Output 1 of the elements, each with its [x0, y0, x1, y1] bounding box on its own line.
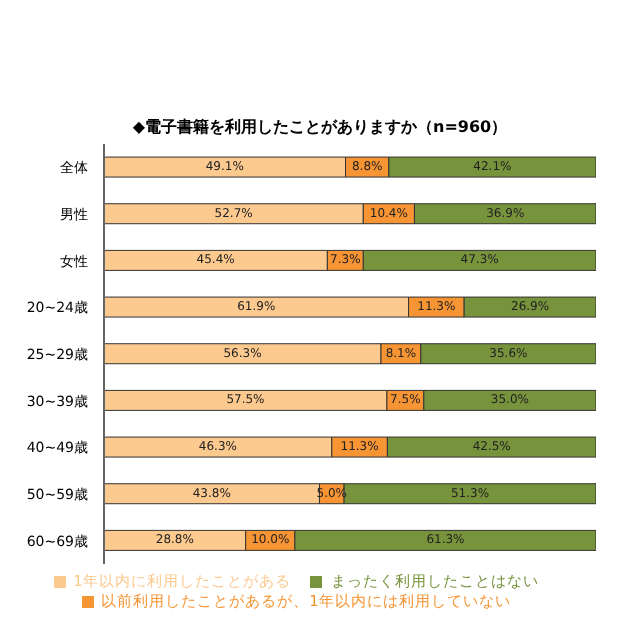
- chart-title: ◆電子書籍を利用したことがありますか（n=960）: [130, 116, 510, 140]
